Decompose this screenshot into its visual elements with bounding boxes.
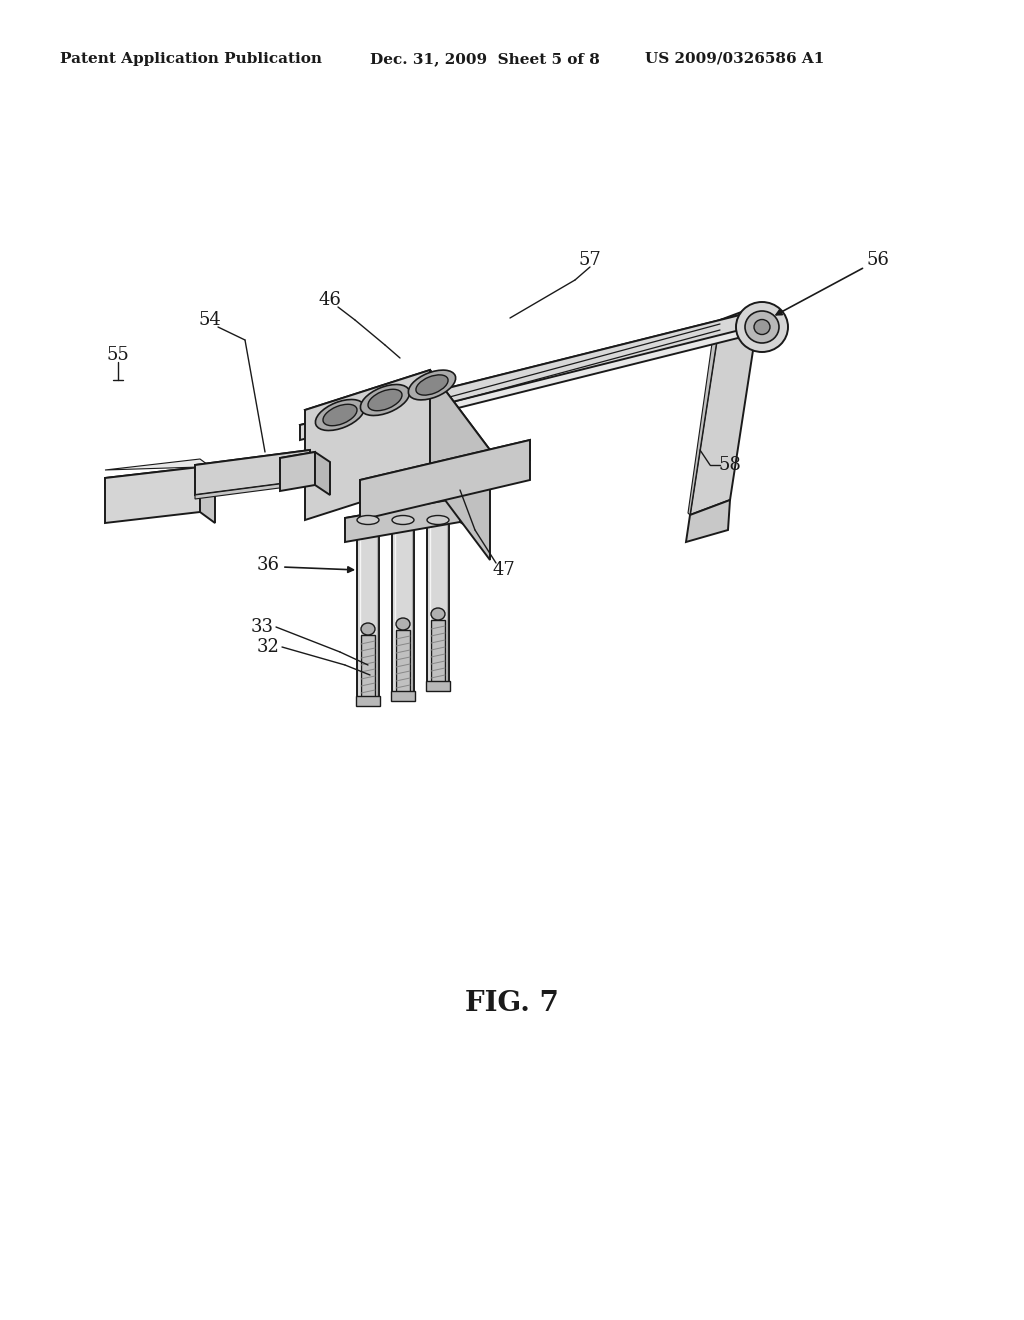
Ellipse shape bbox=[745, 312, 779, 343]
Polygon shape bbox=[460, 498, 480, 535]
Text: FIG. 7: FIG. 7 bbox=[465, 990, 559, 1016]
Polygon shape bbox=[427, 520, 449, 685]
Polygon shape bbox=[357, 520, 379, 700]
Polygon shape bbox=[430, 370, 490, 560]
Polygon shape bbox=[392, 520, 414, 696]
Polygon shape bbox=[200, 467, 215, 523]
Polygon shape bbox=[305, 370, 490, 490]
Ellipse shape bbox=[416, 375, 449, 395]
Ellipse shape bbox=[396, 618, 410, 630]
Ellipse shape bbox=[360, 384, 410, 416]
Text: Patent Application Publication: Patent Application Publication bbox=[60, 51, 322, 66]
Polygon shape bbox=[315, 451, 330, 495]
Polygon shape bbox=[105, 459, 215, 470]
Polygon shape bbox=[396, 630, 410, 696]
Text: US 2009/0326586 A1: US 2009/0326586 A1 bbox=[645, 51, 824, 66]
Polygon shape bbox=[195, 480, 310, 499]
Ellipse shape bbox=[427, 516, 449, 524]
Polygon shape bbox=[360, 440, 530, 500]
Polygon shape bbox=[690, 305, 760, 515]
Polygon shape bbox=[391, 690, 415, 701]
Ellipse shape bbox=[315, 400, 365, 430]
Polygon shape bbox=[300, 315, 740, 440]
Ellipse shape bbox=[357, 516, 379, 524]
Polygon shape bbox=[195, 450, 310, 495]
Polygon shape bbox=[361, 635, 375, 700]
Ellipse shape bbox=[754, 319, 770, 334]
Polygon shape bbox=[345, 498, 460, 528]
Text: 55: 55 bbox=[106, 346, 129, 364]
Polygon shape bbox=[431, 620, 445, 685]
Ellipse shape bbox=[409, 370, 456, 400]
Polygon shape bbox=[105, 467, 200, 523]
Ellipse shape bbox=[361, 623, 375, 635]
Polygon shape bbox=[300, 315, 750, 445]
Polygon shape bbox=[105, 467, 200, 488]
Ellipse shape bbox=[323, 404, 357, 426]
Text: 46: 46 bbox=[318, 290, 341, 309]
Ellipse shape bbox=[736, 302, 788, 352]
Ellipse shape bbox=[431, 609, 445, 620]
Text: 36: 36 bbox=[256, 556, 280, 574]
Polygon shape bbox=[426, 681, 450, 690]
Polygon shape bbox=[305, 370, 430, 520]
Text: 33: 33 bbox=[251, 618, 273, 636]
Text: 56: 56 bbox=[866, 251, 890, 269]
Text: Dec. 31, 2009  Sheet 5 of 8: Dec. 31, 2009 Sheet 5 of 8 bbox=[370, 51, 600, 66]
Text: 32: 32 bbox=[257, 638, 280, 656]
Polygon shape bbox=[280, 451, 315, 491]
Polygon shape bbox=[688, 319, 720, 515]
Text: 54: 54 bbox=[199, 312, 221, 329]
Polygon shape bbox=[280, 451, 315, 471]
Ellipse shape bbox=[392, 516, 414, 524]
Text: 47: 47 bbox=[493, 561, 515, 579]
Ellipse shape bbox=[368, 389, 402, 411]
Polygon shape bbox=[356, 696, 380, 706]
Polygon shape bbox=[360, 440, 530, 520]
Text: 57: 57 bbox=[579, 251, 601, 269]
Polygon shape bbox=[195, 450, 310, 477]
Polygon shape bbox=[345, 498, 460, 543]
Polygon shape bbox=[686, 500, 730, 543]
Text: 58: 58 bbox=[719, 455, 741, 474]
